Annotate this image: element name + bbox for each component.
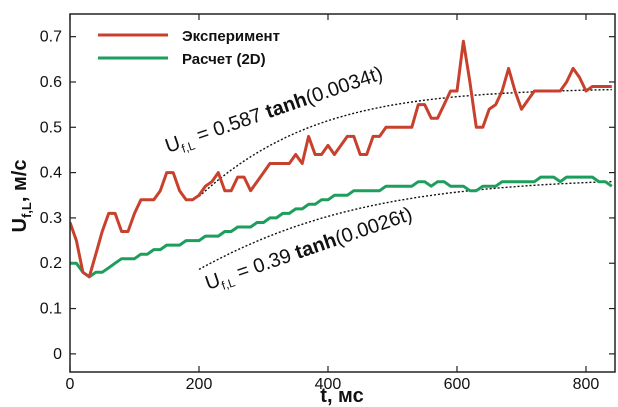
y-axis-title: Uf,L, м/с — [9, 160, 34, 233]
axis-ticks — [69, 14, 615, 372]
y-tick-label: 0.2 — [40, 255, 62, 272]
tick-labels: 0 0.1 0.2 0.3 0.4 0.5 0.6 0.7 0 200 400 600 800 — [40, 29, 600, 393]
series-lines — [70, 39, 613, 279]
x-tick-label: 600 — [444, 376, 471, 393]
x-tick-label: 200 — [186, 376, 213, 393]
legend-label-calculation: Расчет (2D) — [182, 51, 266, 68]
legend-label-experiment: Эксперимент — [182, 28, 280, 45]
series-line-calculation — [70, 175, 613, 279]
y-tick-label: 0.7 — [40, 29, 62, 46]
fit-annotation-calculation: Uf,L = 0.39 tanh(0.0026t) — [202, 203, 416, 297]
plot-frame — [69, 13, 616, 373]
x-tick-label: 400 — [315, 376, 342, 393]
legend: Эксперимент Расчет (2D) — [98, 28, 280, 68]
x-tick-label: 0 — [66, 376, 75, 393]
y-tick-label: 0 — [53, 346, 62, 363]
x-axis-title: t, мс — [320, 385, 363, 407]
y-tick-label: 0.3 — [40, 210, 62, 227]
x-tick-label: 800 — [573, 376, 600, 393]
y-tick-label: 0.5 — [40, 119, 62, 136]
fit-annotation-experiment: Uf,L = 0.587 tanh(0.0034t) — [162, 63, 386, 161]
y-tick-label: 0.1 — [40, 301, 62, 318]
series-line-experiment — [70, 39, 612, 279]
y-tick-label: 0.6 — [40, 74, 62, 91]
fit-curve-1 — [198, 180, 612, 271]
y-tick-label: 0.4 — [40, 165, 62, 182]
